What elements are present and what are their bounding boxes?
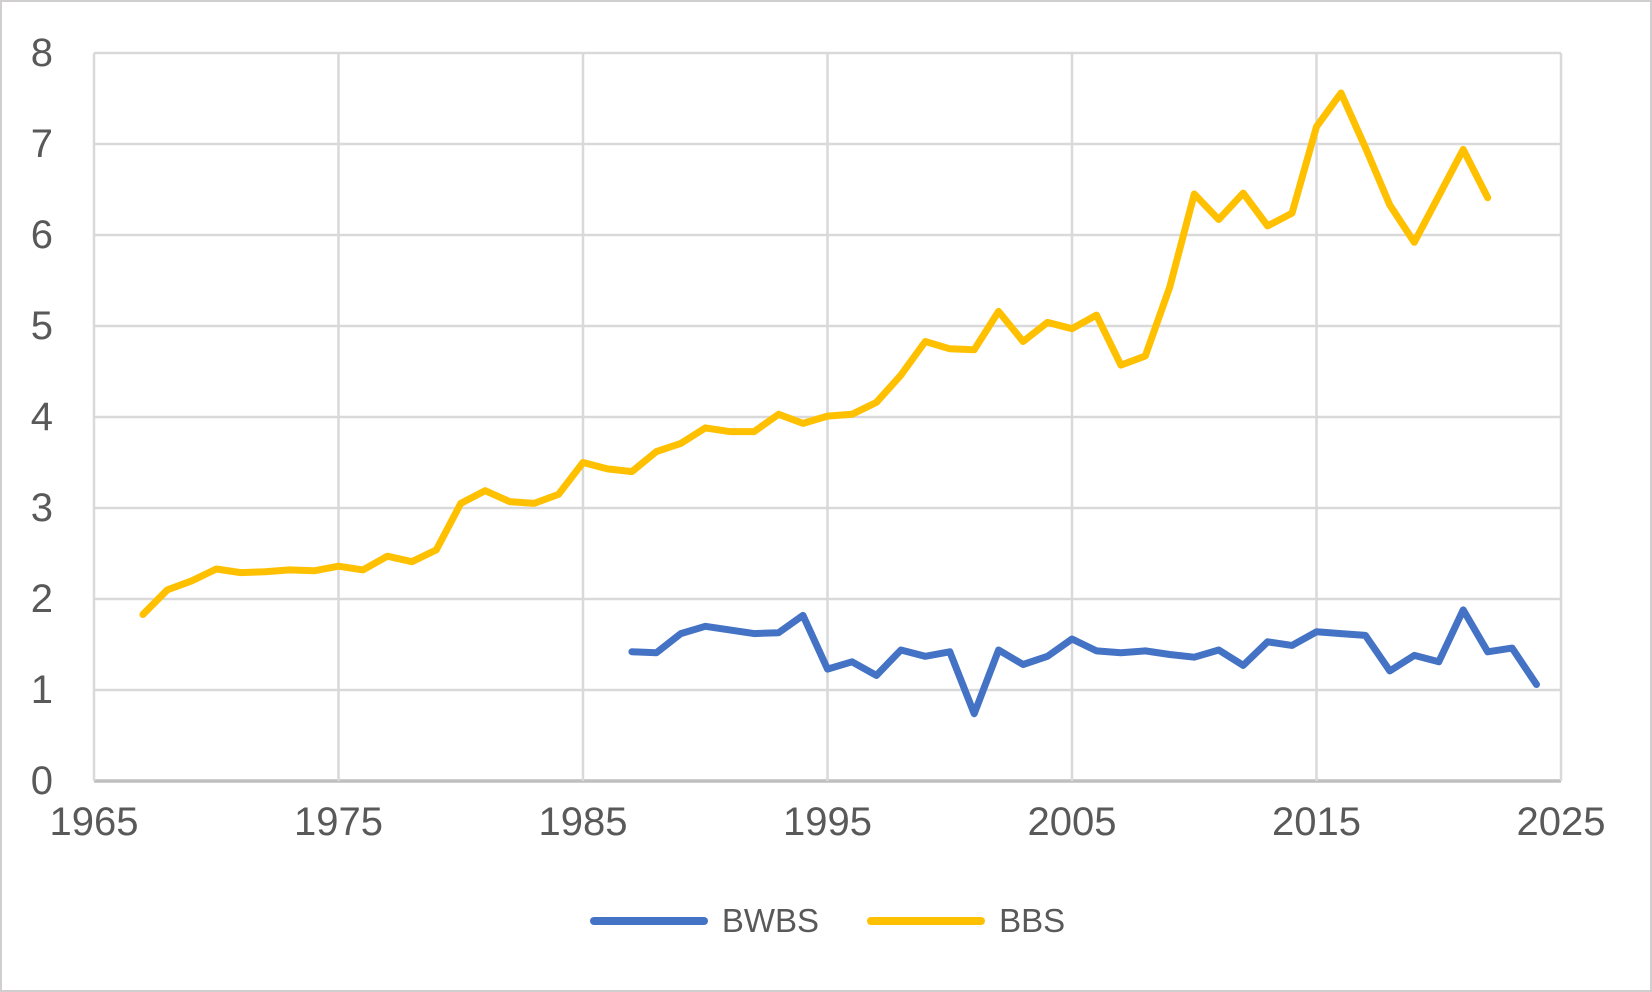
- legend-item-bbs: BBS: [867, 904, 1065, 937]
- x-tick-label-1975: 1975: [294, 800, 383, 844]
- series-line-bbs: [139, 89, 1492, 618]
- x-tick-label-1985: 1985: [538, 800, 628, 844]
- x-tick-label-2025: 2025: [1516, 800, 1606, 844]
- series-line-bwbs: [628, 606, 1540, 718]
- legend-swatch-bbs-line: [867, 916, 986, 925]
- legend-label-bwbs: BWBS: [721, 902, 820, 939]
- legend-swatch-bwbs-line: [589, 916, 708, 925]
- y-tick-label-3: 3: [30, 486, 53, 530]
- y-tick-label-0: 0: [30, 759, 53, 803]
- y-tick-label-7: 7: [30, 122, 53, 166]
- legend-item-bwbs: BWBS: [589, 902, 820, 939]
- x-tick-label-1965: 1965: [49, 800, 139, 844]
- y-tick-label-1: 1: [30, 668, 53, 712]
- y-tick-label-5: 5: [30, 304, 53, 348]
- x-tick-label-1995: 1995: [783, 800, 872, 844]
- y-tick-label-4: 4: [30, 395, 53, 439]
- x-tick-label-2005: 2005: [1027, 800, 1117, 844]
- y-tick-label-2: 2: [30, 577, 53, 621]
- x-tick-label-2015: 2015: [1272, 800, 1361, 844]
- y-tick-label-8: 8: [30, 31, 53, 75]
- legend-label-bbs: BBS: [999, 902, 1066, 939]
- legend: BWBS BBS: [94, 904, 1561, 937]
- y-tick-label-6: 6: [30, 213, 53, 257]
